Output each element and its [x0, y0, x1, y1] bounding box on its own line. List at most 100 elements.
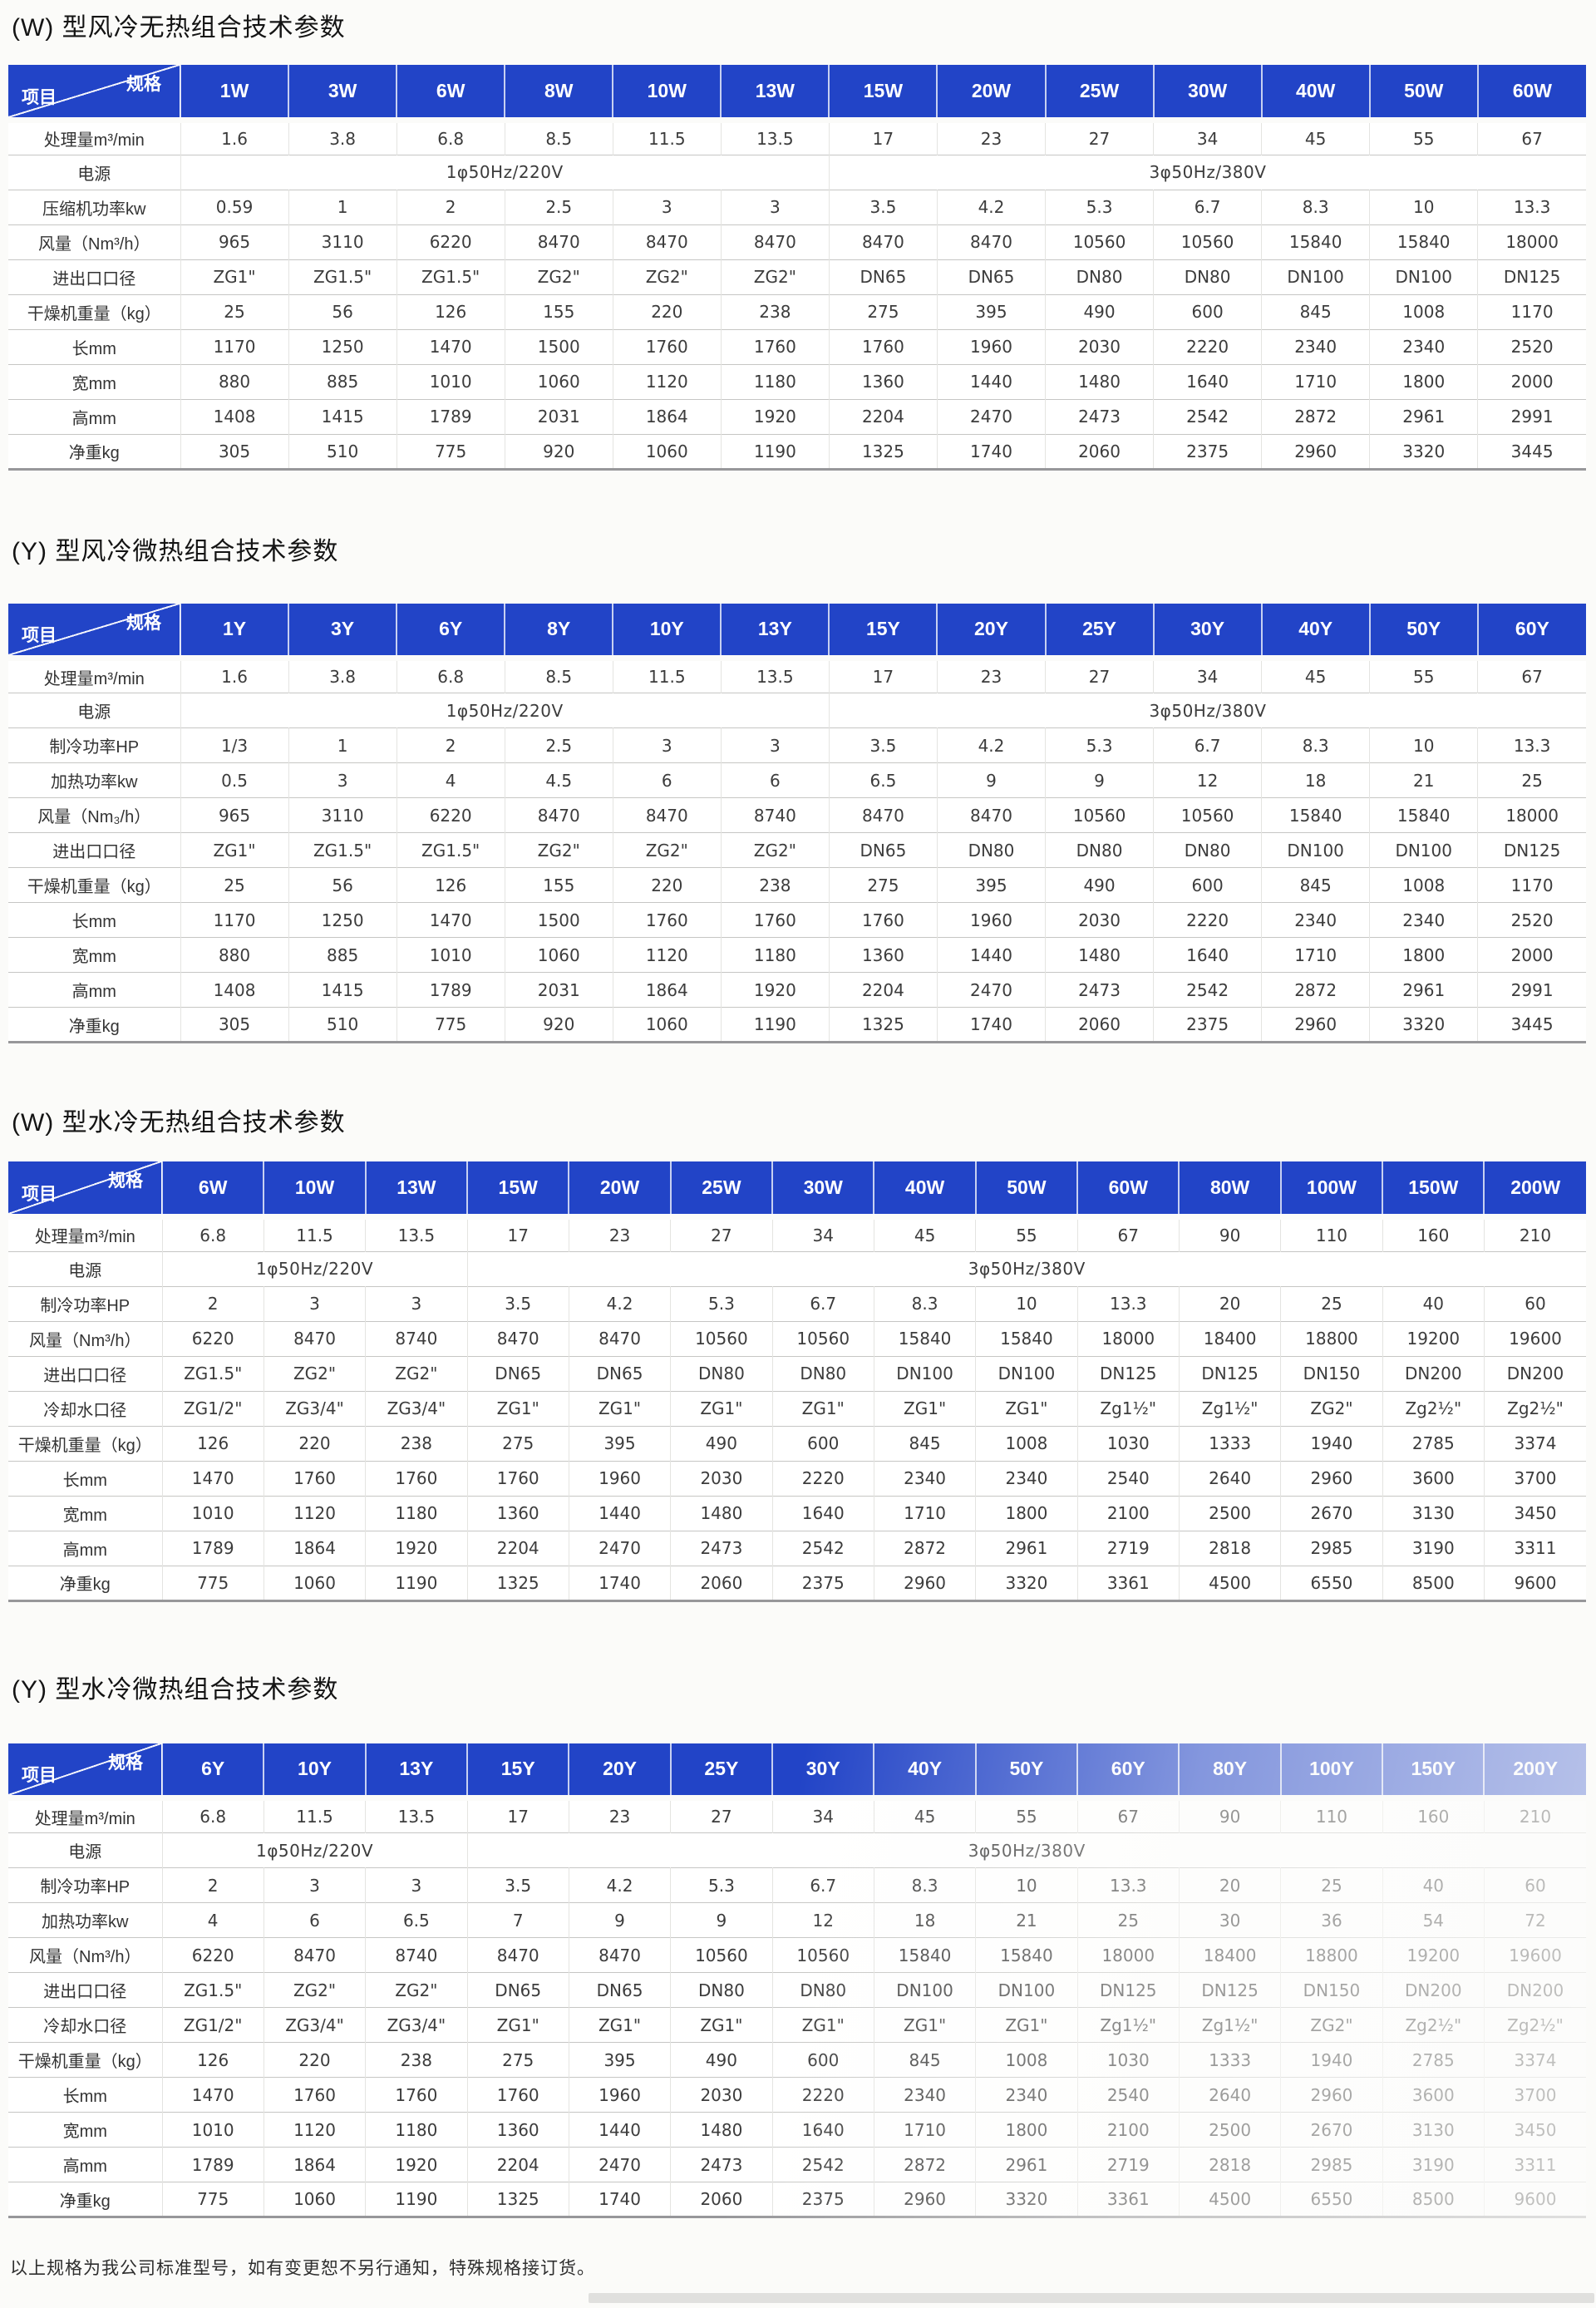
- value-cell: 845: [873, 1426, 976, 1461]
- value-cell: 15840: [873, 1321, 976, 1356]
- value-cell: 1760: [263, 2077, 366, 2113]
- value-cell: 1470: [396, 902, 505, 938]
- value-cell: 5.3: [670, 1867, 773, 1903]
- row-label: 风量（Nm³/h）: [8, 224, 181, 259]
- value-cell: 1180: [365, 1496, 468, 1531]
- value-cell: 3: [612, 727, 722, 763]
- model-column-header: 10W: [263, 1161, 366, 1220]
- model-column-header: 100W: [1279, 1161, 1383, 1220]
- value-cell: 3320: [975, 2182, 1078, 2217]
- value-cell: DN200: [1483, 1972, 1586, 2008]
- value-cell: ZG1": [670, 2007, 773, 2043]
- value-cell: 1640: [771, 2112, 874, 2148]
- value-cell: 2: [161, 1286, 264, 1321]
- row-label: 压缩机功率kw: [8, 190, 181, 224]
- value-cell: DN200: [1382, 1356, 1485, 1391]
- value-cell: 275: [828, 294, 938, 329]
- value-cell: 1008: [1369, 294, 1478, 329]
- value-cell: 4: [161, 1902, 264, 1938]
- value-cell: 2220: [771, 1461, 874, 1496]
- value-cell: 3: [365, 1867, 468, 1903]
- value-cell: 13.5: [720, 658, 830, 693]
- spec-row: 风量（Nm³/h） 6220 8470 8740 8470 8470 10560 10560 1…: [8, 1321, 1586, 1356]
- row-label: 风量（Nm³/h）: [8, 1321, 163, 1356]
- value-cell: 1760: [263, 1461, 366, 1496]
- value-cell: 1010: [396, 364, 505, 399]
- power-supply-cell: 1φ50Hz/220V: [161, 1832, 468, 1868]
- power-supply-cell: 3φ50Hz/380V: [828, 693, 1586, 728]
- value-cell: 1180: [720, 937, 830, 973]
- value-cell: 1800: [975, 2112, 1078, 2148]
- value-cell: 60: [1483, 1286, 1586, 1321]
- value-cell: 4: [396, 762, 505, 798]
- header-row: 规格 项目 1Y 3Y 6Y 8Y 10Y 13Y 15Y 20Y 25Y 30Y 40Y 50Y 60Y: [8, 603, 1586, 661]
- value-cell: 21: [975, 1902, 1078, 1938]
- value-cell: 1960: [936, 902, 1046, 938]
- value-cell: 4.2: [936, 190, 1046, 224]
- value-cell: 67: [1076, 1798, 1180, 1833]
- value-cell: 3450: [1483, 2112, 1586, 2148]
- value-cell: 25: [1280, 1867, 1383, 1903]
- value-cell: 1008: [975, 1426, 1078, 1461]
- value-cell: DN80: [1044, 259, 1154, 294]
- model-column-header: 13Y: [364, 1743, 468, 1801]
- value-cell: ZG1.5": [288, 259, 397, 294]
- value-cell: 2060: [1044, 1007, 1154, 1043]
- spec-row: 进出口口径 ZG1.5" ZG2" ZG2" DN65 DN65 DN80 DN80 DN100…: [8, 1356, 1586, 1391]
- value-cell: 600: [771, 1426, 874, 1461]
- row-label: 冷却水口径: [8, 2007, 163, 2043]
- value-cell: 10: [1369, 190, 1478, 224]
- value-cell: 3320: [975, 1566, 1078, 1600]
- value-cell: 2985: [1280, 1531, 1383, 1566]
- model-column-header: 200Y: [1483, 1743, 1586, 1801]
- value-cell: 885: [288, 364, 397, 399]
- value-cell: 2204: [466, 2147, 569, 2182]
- model-column-header: 1W: [179, 65, 289, 123]
- value-cell: 2473: [670, 2147, 773, 2182]
- value-cell: 18800: [1280, 1937, 1383, 1973]
- row-label: 干燥机重量（kg）: [8, 294, 181, 329]
- table-title-air-microheat: (Y) 型风冷微热组合技术参数: [12, 537, 339, 565]
- value-cell: 2960: [873, 1566, 976, 1600]
- value-cell: 2719: [1076, 1531, 1180, 1566]
- row-label: 长mm: [8, 329, 181, 364]
- row-label: 高mm: [8, 1531, 163, 1566]
- value-cell: 160: [1382, 1216, 1485, 1251]
- value-cell: ZG1": [873, 2007, 976, 2043]
- value-cell: 1480: [1044, 937, 1154, 973]
- value-cell: 8470: [466, 1321, 569, 1356]
- value-cell: 1470: [396, 329, 505, 364]
- row-label: 处理量m³/min: [8, 658, 181, 693]
- value-cell: 1190: [365, 1566, 468, 1600]
- model-column-header: 6W: [160, 1161, 264, 1220]
- value-cell: 6.7: [1153, 190, 1262, 224]
- value-cell: 3311: [1483, 2147, 1586, 2182]
- value-cell: 490: [1044, 294, 1154, 329]
- value-cell: 6.8: [161, 1216, 264, 1251]
- value-cell: ZG1": [466, 2007, 569, 2043]
- value-cell: 2960: [873, 2182, 976, 2217]
- value-cell: 17: [466, 1798, 569, 1833]
- value-cell: 13.5: [365, 1798, 468, 1833]
- value-cell: 55: [975, 1216, 1078, 1251]
- value-cell: 238: [720, 294, 830, 329]
- value-cell: 3110: [288, 797, 397, 833]
- model-column-header: 80Y: [1178, 1743, 1281, 1801]
- value-cell: 3: [263, 1286, 366, 1321]
- spec-row: 制冷功率HP 2 3 3 3.5 4.2 5.3 6.7 8.3 10 13.3 20 25 40 60: [8, 1867, 1586, 1903]
- model-column-header: 40W: [1260, 65, 1370, 123]
- value-cell: 8470: [720, 224, 830, 259]
- value-cell: 238: [365, 1426, 468, 1461]
- corner-spec-label: 规格: [126, 75, 161, 94]
- model-column-header: 25Y: [1044, 603, 1154, 661]
- value-cell: 155: [504, 294, 613, 329]
- value-cell: 2473: [670, 1531, 773, 1566]
- value-cell: 220: [263, 1426, 366, 1461]
- value-cell: 238: [365, 2042, 468, 2078]
- spec-row: 处理量m³/min 6.8 11.5 13.5 17 23 27 34 45 55 67 90 110 1…: [8, 1216, 1586, 1251]
- value-cell: 1170: [1477, 867, 1586, 903]
- value-cell: 2060: [670, 2182, 773, 2217]
- value-cell: 1190: [720, 434, 830, 469]
- value-cell: 845: [1261, 867, 1370, 903]
- model-column-header: 3W: [288, 65, 397, 123]
